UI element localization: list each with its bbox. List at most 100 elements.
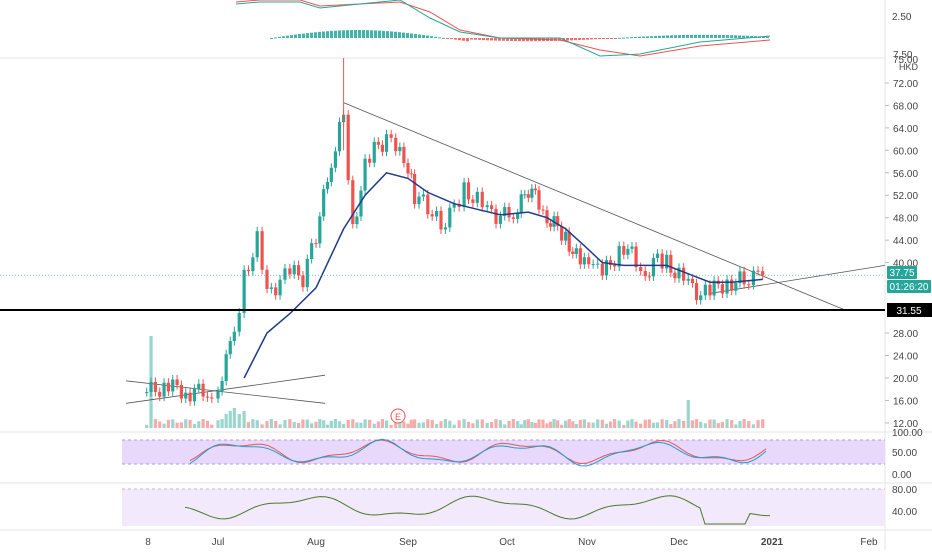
candle-body — [730, 279, 734, 291]
volume-bar — [158, 421, 162, 428]
volume-bar — [596, 419, 600, 428]
macd-bar — [466, 38, 469, 42]
candle-body — [409, 173, 413, 175]
candle-body — [703, 284, 707, 296]
candle-body — [677, 267, 681, 279]
macd-bar — [578, 38, 581, 41]
price-tick-label: 40.00 — [893, 259, 918, 270]
candle-body — [325, 181, 330, 190]
volume-bar — [210, 424, 214, 428]
macd-axis-label: 2.50 — [892, 12, 912, 23]
candle-body — [351, 180, 355, 225]
candle-body — [175, 379, 179, 386]
candle-body — [503, 207, 507, 216]
volume-bar — [205, 420, 210, 428]
volume-bar — [145, 425, 149, 428]
volume-bar — [523, 420, 527, 428]
volume-bar — [734, 424, 738, 428]
volume-bar — [552, 419, 556, 428]
candle-body — [296, 265, 301, 276]
ascending-trendline[interactable] — [709, 264, 886, 294]
macd-bar — [742, 35, 745, 38]
volume-bar — [537, 419, 541, 428]
triangle-upper-line[interactable] — [125, 380, 326, 404]
candle-body — [699, 295, 703, 301]
price-tick-label: 68.00 — [893, 101, 918, 112]
candle-body — [346, 114, 350, 181]
candle-body — [587, 257, 591, 265]
volume-bar — [389, 424, 393, 428]
volume-bar — [457, 420, 461, 428]
volume-bar — [220, 419, 224, 428]
time-tick-label: Sep — [399, 537, 417, 548]
rsi-line-red — [189, 439, 767, 465]
volume-bar — [322, 420, 326, 428]
macd-bar — [318, 31, 321, 38]
candle-body — [630, 246, 634, 249]
macd-bar — [714, 34, 717, 38]
candle-body — [149, 381, 153, 393]
volume-bar — [171, 419, 175, 428]
volume-bar — [246, 422, 251, 428]
volume-bar — [224, 414, 228, 428]
volume-bar — [430, 419, 434, 428]
price-tick-label: 64.00 — [893, 124, 918, 135]
price-tick-label: 72.00 — [893, 79, 918, 90]
volume-bar — [571, 421, 575, 428]
macd-bar — [722, 35, 725, 38]
candle-body — [398, 146, 402, 152]
candle-body — [651, 257, 656, 277]
macd-bar — [718, 34, 721, 38]
candle-body — [205, 396, 210, 398]
candle-body — [742, 271, 746, 285]
time-tick-label: 2021 — [761, 537, 784, 548]
macd-bar — [334, 30, 337, 38]
candle-body — [394, 137, 398, 152]
candle-body — [439, 210, 443, 230]
descending-trendline[interactable] — [343, 102, 846, 311]
candle-body — [537, 190, 541, 210]
volume-bar — [292, 422, 296, 428]
candle-body — [582, 257, 586, 265]
volume-bar — [228, 411, 232, 428]
candle-body — [545, 210, 549, 224]
price-tick-label: 56.00 — [893, 169, 918, 180]
macd-bar — [458, 38, 461, 41]
volume-bar — [443, 419, 447, 428]
earnings-marker[interactable] — [390, 408, 406, 424]
candle-body — [224, 354, 228, 382]
candle-body — [682, 267, 686, 281]
volume-bar — [669, 424, 673, 428]
candle-body — [255, 231, 259, 258]
volume-bar — [567, 419, 571, 428]
price-axis[interactable]: 2.50 7.50 75.00 HKD 72.00 68.00 64.00 60.00… — [0, 12, 919, 430]
macd-bar — [386, 31, 389, 38]
volume-bar — [617, 420, 621, 428]
candle-body — [368, 158, 372, 163]
macd-bar — [366, 30, 369, 38]
volume-bar — [498, 420, 502, 428]
macd-bar — [310, 32, 313, 38]
countdown-tag — [887, 280, 931, 293]
trendlines[interactable] — [125, 102, 886, 404]
candle-body — [452, 203, 456, 208]
candle-body — [363, 158, 367, 191]
triangle-lower-line[interactable] — [125, 374, 326, 404]
macd-bar — [622, 37, 625, 39]
candle-body — [647, 276, 651, 278]
time-axis[interactable]: 8 Jul Aug Sep Oct Nov Dec 2021 Feb — [145, 537, 878, 548]
candle-body — [533, 188, 538, 191]
candle-body — [626, 248, 630, 255]
macd-bar — [278, 36, 281, 38]
macd-bar — [682, 35, 685, 38]
macd-bar — [382, 30, 385, 38]
candle-body — [523, 194, 527, 196]
volume-bar — [738, 420, 742, 428]
macd-bar — [510, 38, 513, 42]
macd-bar — [506, 38, 509, 41]
candle-body — [260, 231, 264, 270]
candle-body — [188, 392, 192, 402]
volume-bar — [372, 423, 376, 428]
